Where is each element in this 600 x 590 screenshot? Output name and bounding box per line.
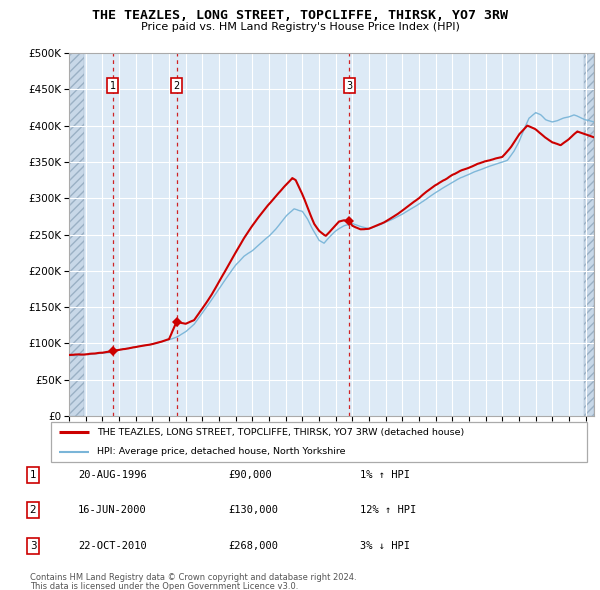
Text: Price paid vs. HM Land Registry's House Price Index (HPI): Price paid vs. HM Land Registry's House …	[140, 22, 460, 32]
Text: 1% ↑ HPI: 1% ↑ HPI	[360, 470, 410, 480]
FancyBboxPatch shape	[51, 421, 587, 463]
Text: This data is licensed under the Open Government Licence v3.0.: This data is licensed under the Open Gov…	[30, 582, 298, 590]
Text: HPI: Average price, detached house, North Yorkshire: HPI: Average price, detached house, Nort…	[97, 447, 346, 456]
Text: 20-AUG-1996: 20-AUG-1996	[78, 470, 147, 480]
Text: 3: 3	[29, 541, 37, 550]
Text: 1: 1	[29, 470, 37, 480]
Text: 2: 2	[29, 506, 37, 515]
Bar	[584, 53, 594, 416]
Text: THE TEAZLES, LONG STREET, TOPCLIFFE, THIRSK, YO7 3RW (detached house): THE TEAZLES, LONG STREET, TOPCLIFFE, THI…	[97, 428, 464, 437]
Text: £90,000: £90,000	[228, 470, 272, 480]
Text: 22-OCT-2010: 22-OCT-2010	[78, 541, 147, 550]
Text: 3% ↓ HPI: 3% ↓ HPI	[360, 541, 410, 550]
Bar	[69, 53, 85, 416]
Text: 12% ↑ HPI: 12% ↑ HPI	[360, 506, 416, 515]
Text: 1: 1	[110, 81, 116, 91]
Text: 16-JUN-2000: 16-JUN-2000	[78, 506, 147, 515]
Text: 2: 2	[173, 81, 180, 91]
Text: £130,000: £130,000	[228, 506, 278, 515]
Text: THE TEAZLES, LONG STREET, TOPCLIFFE, THIRSK, YO7 3RW: THE TEAZLES, LONG STREET, TOPCLIFFE, THI…	[92, 9, 508, 22]
Text: £268,000: £268,000	[228, 541, 278, 550]
Text: 3: 3	[346, 81, 352, 91]
Text: Contains HM Land Registry data © Crown copyright and database right 2024.: Contains HM Land Registry data © Crown c…	[30, 573, 356, 582]
